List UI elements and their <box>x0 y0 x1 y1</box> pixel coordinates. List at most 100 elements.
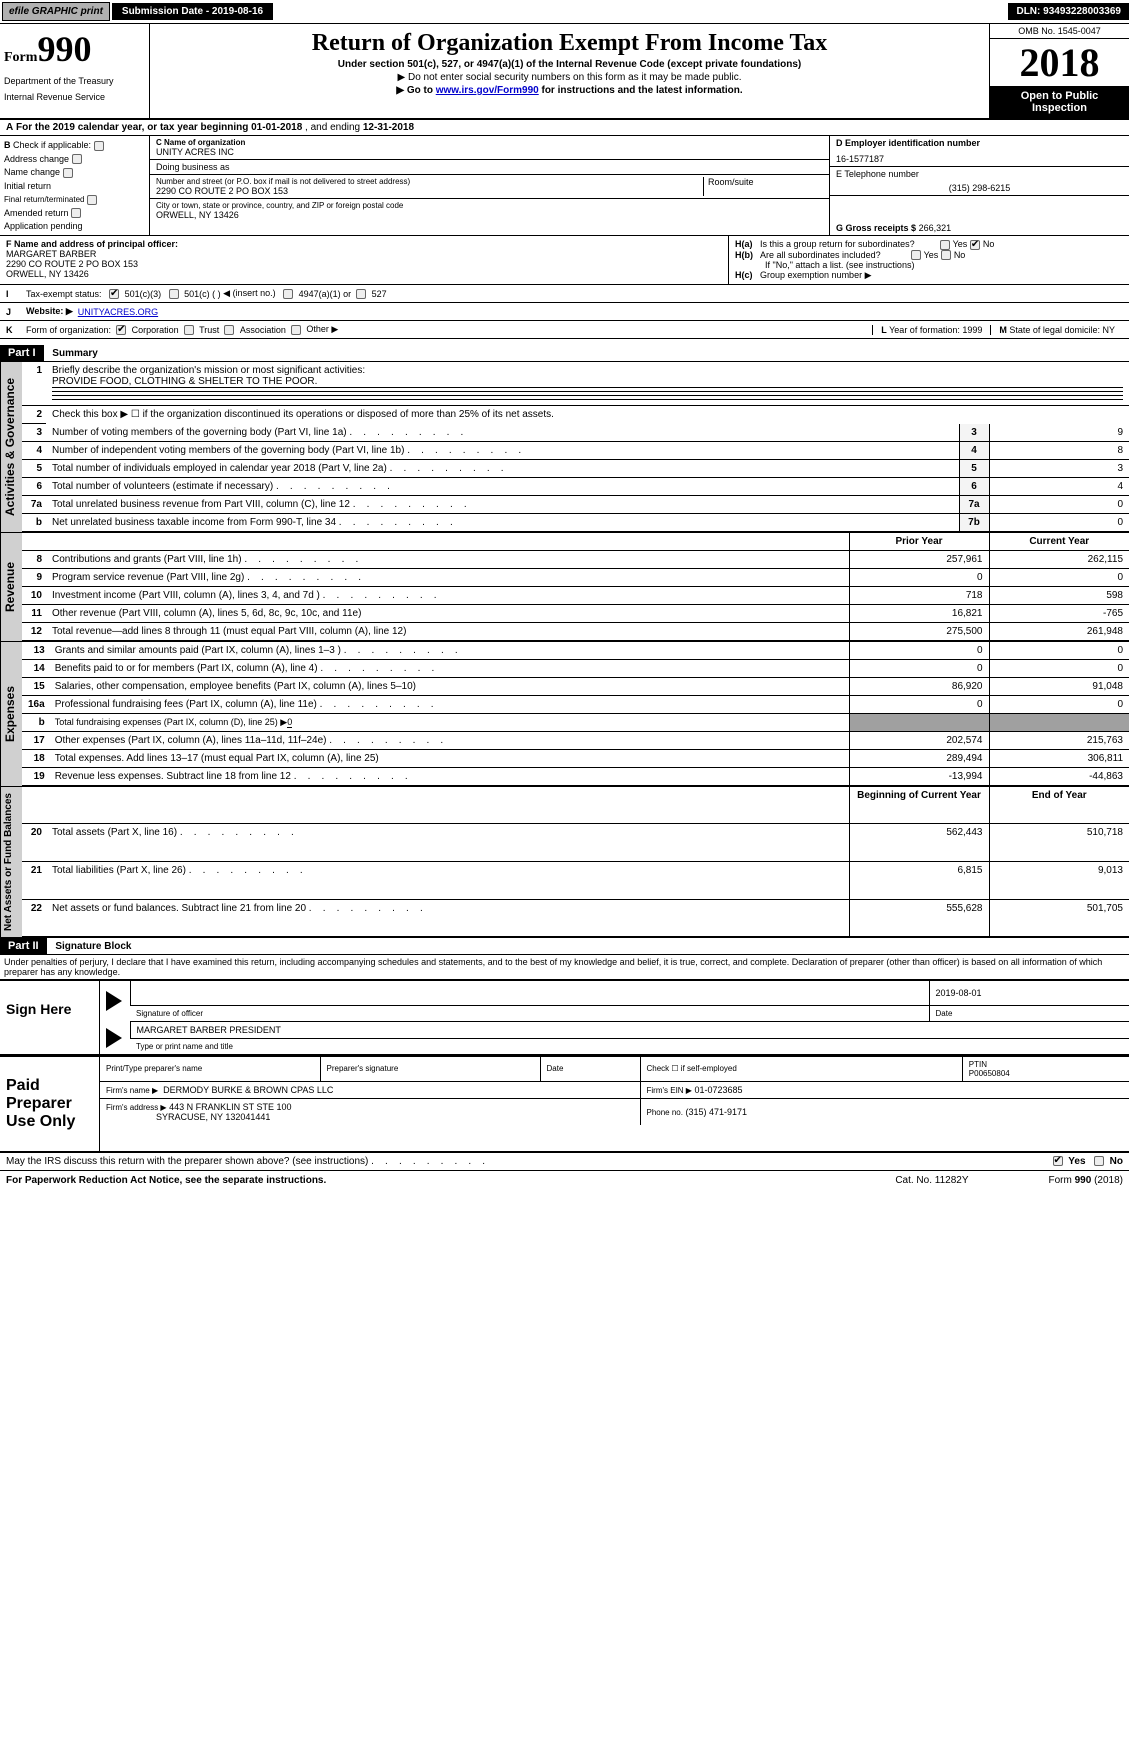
paid-preparer-block: Paid Preparer Use Only Print/Type prepar… <box>0 1056 1129 1153</box>
l-label: L <box>881 325 887 335</box>
row-a-tax-year: A For the 2019 calendar year, or tax yea… <box>0 120 1129 136</box>
exp-p14: 0 <box>849 660 989 678</box>
ha-yes: Yes <box>953 239 968 249</box>
checkbox-name[interactable] <box>63 168 73 178</box>
chk-trust[interactable] <box>184 325 194 335</box>
exp-p16a: 0 <box>849 696 989 714</box>
l-value: 1999 <box>962 325 982 335</box>
submission-date: Submission Date - 2019-08-16 <box>112 3 273 20</box>
expenses-section: Expenses 13Grants and similar amounts pa… <box>0 642 1129 787</box>
ha-yes-checkbox[interactable] <box>940 240 950 250</box>
hdr-prior: Prior Year <box>849 533 989 551</box>
checkbox-amended[interactable] <box>71 208 81 218</box>
opt-trust: Trust <box>199 325 219 335</box>
chk-527[interactable] <box>356 289 366 299</box>
phone-value: (315) 298-6215 <box>836 183 1123 193</box>
j-label: J <box>6 307 26 317</box>
exp-l16b-pre: Total fundraising expenses (Part IX, col… <box>55 717 288 727</box>
firm-addr1: 443 N FRANKLIN ST STE 100 <box>169 1102 291 1112</box>
gov-v3: 9 <box>989 424 1129 442</box>
hdr-eoy: End of Year <box>989 787 1129 824</box>
hb-no-checkbox[interactable] <box>941 250 951 260</box>
row-f-h: F Name and address of principal officer:… <box>0 236 1129 285</box>
gov-v7a: 0 <box>989 496 1129 514</box>
hb-note: If "No," attach a list. (see instruction… <box>735 260 1123 270</box>
ha-no-checkbox[interactable] <box>970 240 980 250</box>
side-netassets: Net Assets or Fund Balances <box>0 787 22 937</box>
gov-l2: Check this box ▶ ☐ if the organization d… <box>46 406 1129 424</box>
city-label: City or town, state or province, country… <box>156 201 823 210</box>
opt-4947: 4947(a)(1) or <box>299 289 352 299</box>
hb-yes-checkbox[interactable] <box>911 250 921 260</box>
row-a-pre: For the 2019 calendar year, or tax year … <box>16 122 251 133</box>
chk-address-change: Address change <box>4 154 69 164</box>
gov-l5: Total number of individuals employed in … <box>46 460 959 478</box>
exp-l16a: Professional fundraising fees (Part IX, … <box>49 696 849 714</box>
chk-501c[interactable] <box>169 289 179 299</box>
instr-ssn: ▶ Do not enter social security numbers o… <box>156 72 983 83</box>
firm-name: DERMODY BURKE & BROWN CPAS LLC <box>163 1085 333 1095</box>
city-value: ORWELL, NY 13426 <box>156 210 823 220</box>
exp-c17: 215,763 <box>989 732 1129 750</box>
tax-year-end: 12-31-2018 <box>363 122 414 133</box>
exp-l19: Revenue less expenses. Subtract line 18 … <box>49 768 849 786</box>
rev-c8: 262,115 <box>989 551 1129 569</box>
opt-501c: 501(c) ( ) <box>184 289 221 299</box>
perjury-text: Under penalties of perjury, I declare th… <box>0 955 1129 980</box>
chk-amended: Amended return <box>4 208 69 218</box>
rev-l8: Contributions and grants (Part VIII, lin… <box>46 551 849 569</box>
rev-c9: 0 <box>989 569 1129 587</box>
top-bar: efile GRAPHIC print Submission Date - 20… <box>0 0 1129 24</box>
chk-assoc[interactable] <box>224 325 234 335</box>
omb-number: OMB No. 1545-0047 <box>990 24 1129 39</box>
gov-l7b: Net unrelated business taxable income fr… <box>46 514 959 532</box>
net-p21: 6,815 <box>849 862 989 900</box>
sign-date-value: 2019-08-01 <box>929 981 1129 1005</box>
chk-corp[interactable] <box>116 325 126 335</box>
row-k-form-org: K Form of organization: Corporation Trus… <box>0 321 1129 339</box>
rev-l10: Investment income (Part VIII, column (A)… <box>46 587 849 605</box>
gov-l3: Number of voting members of the governin… <box>46 424 959 442</box>
part1-title: Summary <box>46 348 98 359</box>
chk-pending: Application pending <box>4 221 145 231</box>
governance-section: Activities & Governance 1 Briefly descri… <box>0 362 1129 533</box>
website-link[interactable]: UNITYACRES.ORG <box>78 307 158 317</box>
form-header: Form990 Department of the Treasury Inter… <box>0 24 1129 120</box>
net-c22: 501,705 <box>989 899 1129 937</box>
l-text: Year of formation: <box>889 325 960 335</box>
checkbox-applicable[interactable] <box>94 141 104 151</box>
exp-p13: 0 <box>849 642 989 660</box>
chk-501c3[interactable] <box>109 289 119 299</box>
chk-other[interactable] <box>291 325 301 335</box>
instr-post: for instructions and the latest informat… <box>539 85 743 96</box>
checkbox-address[interactable] <box>72 154 82 164</box>
m-label: M <box>999 325 1007 335</box>
sig-officer-label: Signature of officer <box>130 1005 929 1021</box>
checkbox-final[interactable] <box>87 195 97 205</box>
opt-527: 527 <box>372 289 387 299</box>
chk-4947[interactable] <box>283 289 293 299</box>
hb-label: H(b) <box>735 250 753 260</box>
tax-year-begin: 01-01-2018 <box>251 122 302 133</box>
firm-addr-label: Firm's address ▶ <box>106 1103 167 1112</box>
irs-link[interactable]: www.irs.gov/Form990 <box>436 85 539 96</box>
ptin-label: PTIN <box>969 1060 987 1069</box>
discuss-yes: Yes <box>1068 1156 1085 1167</box>
exp-c18: 306,811 <box>989 750 1129 768</box>
net-p22: 555,628 <box>849 899 989 937</box>
prep-sig-label: Preparer's signature <box>320 1057 540 1082</box>
form-id-box: Form990 Department of the Treasury Inter… <box>0 24 150 118</box>
exp-l14: Benefits paid to or for members (Part IX… <box>49 660 849 678</box>
f-addr2: ORWELL, NY 13426 <box>6 269 89 279</box>
exp-l17: Other expenses (Part IX, column (A), lin… <box>49 732 849 750</box>
row-a-label: A <box>6 122 13 133</box>
form-prefix: Form <box>4 50 37 65</box>
discuss-yes-checkbox[interactable] <box>1053 1156 1063 1166</box>
rev-c10: 598 <box>989 587 1129 605</box>
discuss-row: May the IRS discuss this return with the… <box>0 1153 1129 1171</box>
gov-v6: 4 <box>989 478 1129 496</box>
discuss-no-checkbox[interactable] <box>1094 1156 1104 1166</box>
ha-no: No <box>983 239 995 249</box>
revenue-section: Revenue Prior YearCurrent Year 8Contribu… <box>0 533 1129 642</box>
phone-label: E Telephone number <box>836 169 919 179</box>
